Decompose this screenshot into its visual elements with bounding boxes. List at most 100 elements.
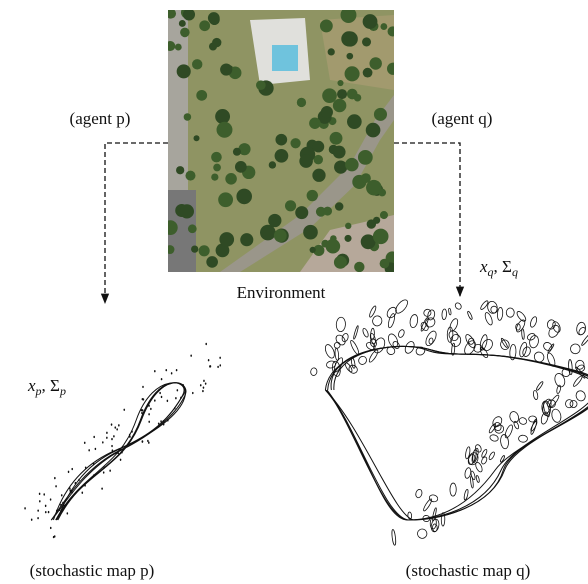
landmark — [106, 437, 108, 439]
landmark-covariance — [397, 329, 405, 338]
landmark-covariance — [333, 341, 341, 349]
landmark — [45, 511, 47, 513]
tree — [269, 161, 276, 168]
landmark — [154, 399, 156, 401]
tree — [196, 90, 207, 101]
landmark — [205, 382, 207, 384]
estimate-label: xp, Σp — [27, 376, 66, 398]
tree — [206, 256, 218, 268]
landmark — [112, 449, 114, 451]
landmark-covariance — [333, 357, 345, 373]
landmark — [118, 424, 120, 426]
landmark-covariance — [536, 381, 544, 391]
landmark-covariance — [568, 359, 572, 374]
landmark — [54, 477, 56, 479]
tree — [313, 141, 325, 153]
landmark — [190, 355, 192, 357]
landmark-covariance — [572, 375, 583, 387]
landmark-covariance — [442, 309, 447, 320]
landmark — [141, 412, 143, 414]
landmark — [67, 512, 69, 514]
figure: (agent p) (agent q) Environment xp, Σp x… — [0, 0, 588, 584]
landmark-covariance — [488, 423, 497, 434]
separator: , — [494, 257, 503, 276]
tree — [299, 154, 313, 168]
tree — [188, 224, 197, 233]
tree — [361, 173, 371, 183]
landmark-covariance — [484, 312, 494, 326]
landmark — [103, 466, 105, 468]
trajectory — [51, 383, 184, 520]
landmark — [142, 440, 144, 442]
subscript: p — [35, 384, 42, 398]
landmark — [143, 398, 145, 400]
landmark — [159, 392, 161, 394]
landmark — [209, 365, 211, 367]
tree — [166, 245, 175, 254]
landmark — [88, 449, 90, 451]
landmark-covariance — [569, 399, 578, 408]
tree — [295, 206, 308, 219]
landmark — [203, 380, 205, 382]
stochastic-map-p — [24, 343, 221, 539]
landmark — [50, 498, 52, 500]
landmark-covariance — [423, 308, 433, 318]
landmark — [84, 442, 86, 444]
landmark-covariance — [409, 314, 419, 328]
tree — [176, 166, 184, 174]
tree — [328, 48, 335, 55]
landmark — [93, 463, 95, 465]
tree — [334, 256, 347, 269]
landmark — [175, 397, 177, 399]
tree — [177, 64, 191, 78]
landmark — [84, 484, 86, 486]
tree — [268, 214, 281, 227]
landmark-covariance — [336, 317, 346, 332]
landmark-covariance — [528, 335, 539, 349]
landmark — [63, 504, 65, 506]
landmark — [71, 468, 73, 470]
tree — [346, 53, 353, 60]
tree — [321, 106, 333, 118]
tree — [303, 225, 318, 240]
tree — [307, 190, 318, 201]
landmark — [78, 479, 80, 481]
estimate-label: xq, Σq — [479, 257, 518, 279]
landmark — [142, 386, 144, 388]
tree — [369, 57, 381, 69]
tree — [260, 225, 276, 241]
landmark — [129, 436, 131, 438]
landmark-covariance — [310, 368, 317, 376]
tree — [215, 109, 230, 124]
landmark-covariance — [448, 308, 451, 315]
tree — [335, 202, 343, 210]
landmark — [39, 500, 41, 502]
tree — [334, 160, 347, 173]
landmark — [37, 509, 39, 511]
landmark-covariance — [504, 424, 514, 439]
landmark — [142, 409, 144, 411]
landmark-covariance — [529, 316, 538, 328]
tree — [343, 31, 358, 46]
tree — [212, 38, 221, 47]
landmark-covariance — [372, 315, 382, 326]
covariance: Σ — [50, 376, 60, 395]
tree — [192, 59, 202, 69]
landmark — [148, 421, 150, 423]
landmark — [163, 420, 165, 422]
arrow-q — [394, 143, 460, 296]
landmark-covariance — [415, 489, 423, 499]
tree — [211, 152, 222, 163]
landmark-covariance — [530, 419, 538, 435]
tree — [179, 20, 186, 27]
landmark-covariance — [518, 435, 527, 442]
landmark — [24, 507, 26, 509]
tree — [180, 204, 194, 218]
landmark-covariance — [353, 325, 359, 339]
landmark — [171, 372, 173, 374]
landmark — [150, 408, 152, 410]
landmark — [147, 440, 149, 442]
tree — [310, 247, 316, 253]
landmark — [60, 504, 62, 506]
stochastic-map-q — [310, 298, 588, 546]
